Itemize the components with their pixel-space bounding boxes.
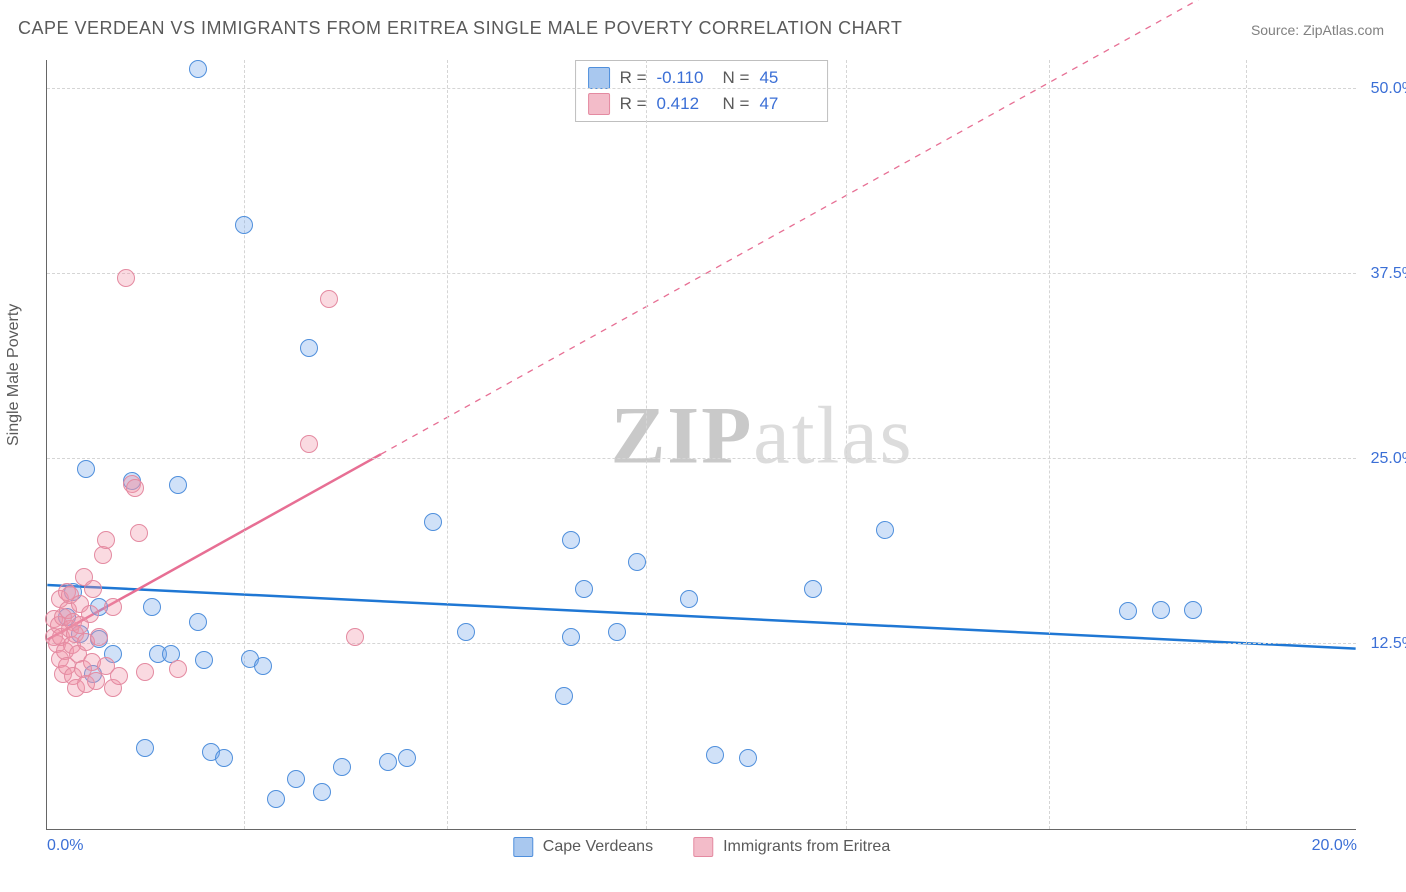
scatter-point	[104, 598, 122, 616]
scatter-point	[169, 660, 187, 678]
scatter-point	[130, 524, 148, 542]
series-legend: Cape Verdeans Immigrants from Eritrea	[513, 837, 890, 857]
scatter-point	[562, 531, 580, 549]
scatter-point	[81, 605, 99, 623]
watermark-light: atlas	[753, 389, 913, 480]
scatter-point	[300, 435, 318, 453]
legend-swatch	[693, 837, 713, 857]
chart-title: CAPE VERDEAN VS IMMIGRANTS FROM ERITREA …	[18, 18, 902, 39]
stats-legend: R = -0.110 N = 45 R = 0.412 N = 47	[575, 60, 829, 122]
scatter-point	[97, 531, 115, 549]
scatter-point	[189, 60, 207, 78]
legend-item: Immigrants from Eritrea	[693, 837, 890, 857]
scatter-point	[77, 460, 95, 478]
scatter-point	[379, 753, 397, 771]
scatter-point	[267, 790, 285, 808]
scatter-point	[287, 770, 305, 788]
scatter-point	[628, 553, 646, 571]
watermark-bold: ZIP	[611, 389, 754, 480]
scatter-point	[1184, 601, 1202, 619]
gridline-v	[447, 60, 448, 829]
scatter-point	[555, 687, 573, 705]
scatter-point	[706, 746, 724, 764]
source-attribution: Source: ZipAtlas.com	[1251, 22, 1384, 38]
stats-row: R = 0.412 N = 47	[588, 91, 816, 117]
scatter-point	[457, 623, 475, 641]
scatter-point	[126, 479, 144, 497]
scatter-point	[90, 628, 108, 646]
scatter-point	[739, 749, 757, 767]
scatter-point	[575, 580, 593, 598]
source-link[interactable]: ZipAtlas.com	[1303, 22, 1384, 38]
legend-swatch	[513, 837, 533, 857]
legend-item: Cape Verdeans	[513, 837, 653, 857]
scatter-point	[608, 623, 626, 641]
legend-swatch	[588, 93, 610, 115]
scatter-point	[195, 651, 213, 669]
scatter-point	[136, 739, 154, 757]
scatter-point	[117, 269, 135, 287]
legend-label: Immigrants from Eritrea	[723, 838, 890, 856]
gridline-v	[646, 60, 647, 829]
x-tick-label: 20.0%	[1312, 837, 1357, 855]
source-label: Source:	[1251, 22, 1299, 38]
plot-area: ZIPatlas R =-0.110N =45R =0.412N =47 Cap…	[46, 60, 1356, 830]
scatter-point	[189, 613, 207, 631]
stats-n-label: N =	[723, 94, 750, 114]
scatter-point	[215, 749, 233, 767]
y-axis-label: Single Male Poverty	[5, 304, 23, 446]
stats-n-value: 47	[759, 94, 815, 114]
scatter-point	[110, 667, 128, 685]
scatter-point	[1152, 601, 1170, 619]
trendline-dashed	[381, 0, 1356, 454]
y-tick-label: 37.5%	[1371, 265, 1406, 283]
scatter-point	[398, 749, 416, 767]
y-tick-label: 12.5%	[1371, 635, 1406, 653]
scatter-point	[84, 580, 102, 598]
watermark: ZIPatlas	[611, 388, 914, 482]
gridline-v	[846, 60, 847, 829]
scatter-point	[680, 590, 698, 608]
stats-n-label: N =	[723, 68, 750, 88]
scatter-point	[136, 663, 154, 681]
scatter-point	[313, 783, 331, 801]
legend-swatch	[588, 67, 610, 89]
scatter-point	[320, 290, 338, 308]
scatter-point	[300, 339, 318, 357]
gridline-v	[244, 60, 245, 829]
legend-label: Cape Verdeans	[543, 838, 653, 856]
scatter-point	[876, 521, 894, 539]
stats-r-value: -0.110	[657, 68, 713, 88]
stats-r-value: 0.412	[657, 94, 713, 114]
scatter-point	[143, 598, 161, 616]
gridline-v	[1049, 60, 1050, 829]
gridline-v	[1246, 60, 1247, 829]
stats-r-label: R =	[620, 94, 647, 114]
scatter-point	[1119, 602, 1137, 620]
scatter-point	[346, 628, 364, 646]
x-tick-label: 0.0%	[47, 837, 83, 855]
scatter-point	[804, 580, 822, 598]
stats-r-label: R =	[620, 68, 647, 88]
scatter-point	[333, 758, 351, 776]
y-tick-label: 25.0%	[1371, 450, 1406, 468]
scatter-point	[169, 476, 187, 494]
scatter-point	[235, 216, 253, 234]
stats-n-value: 45	[759, 68, 815, 88]
scatter-point	[562, 628, 580, 646]
scatter-point	[424, 513, 442, 531]
y-tick-label: 50.0%	[1371, 80, 1406, 98]
scatter-point	[254, 657, 272, 675]
